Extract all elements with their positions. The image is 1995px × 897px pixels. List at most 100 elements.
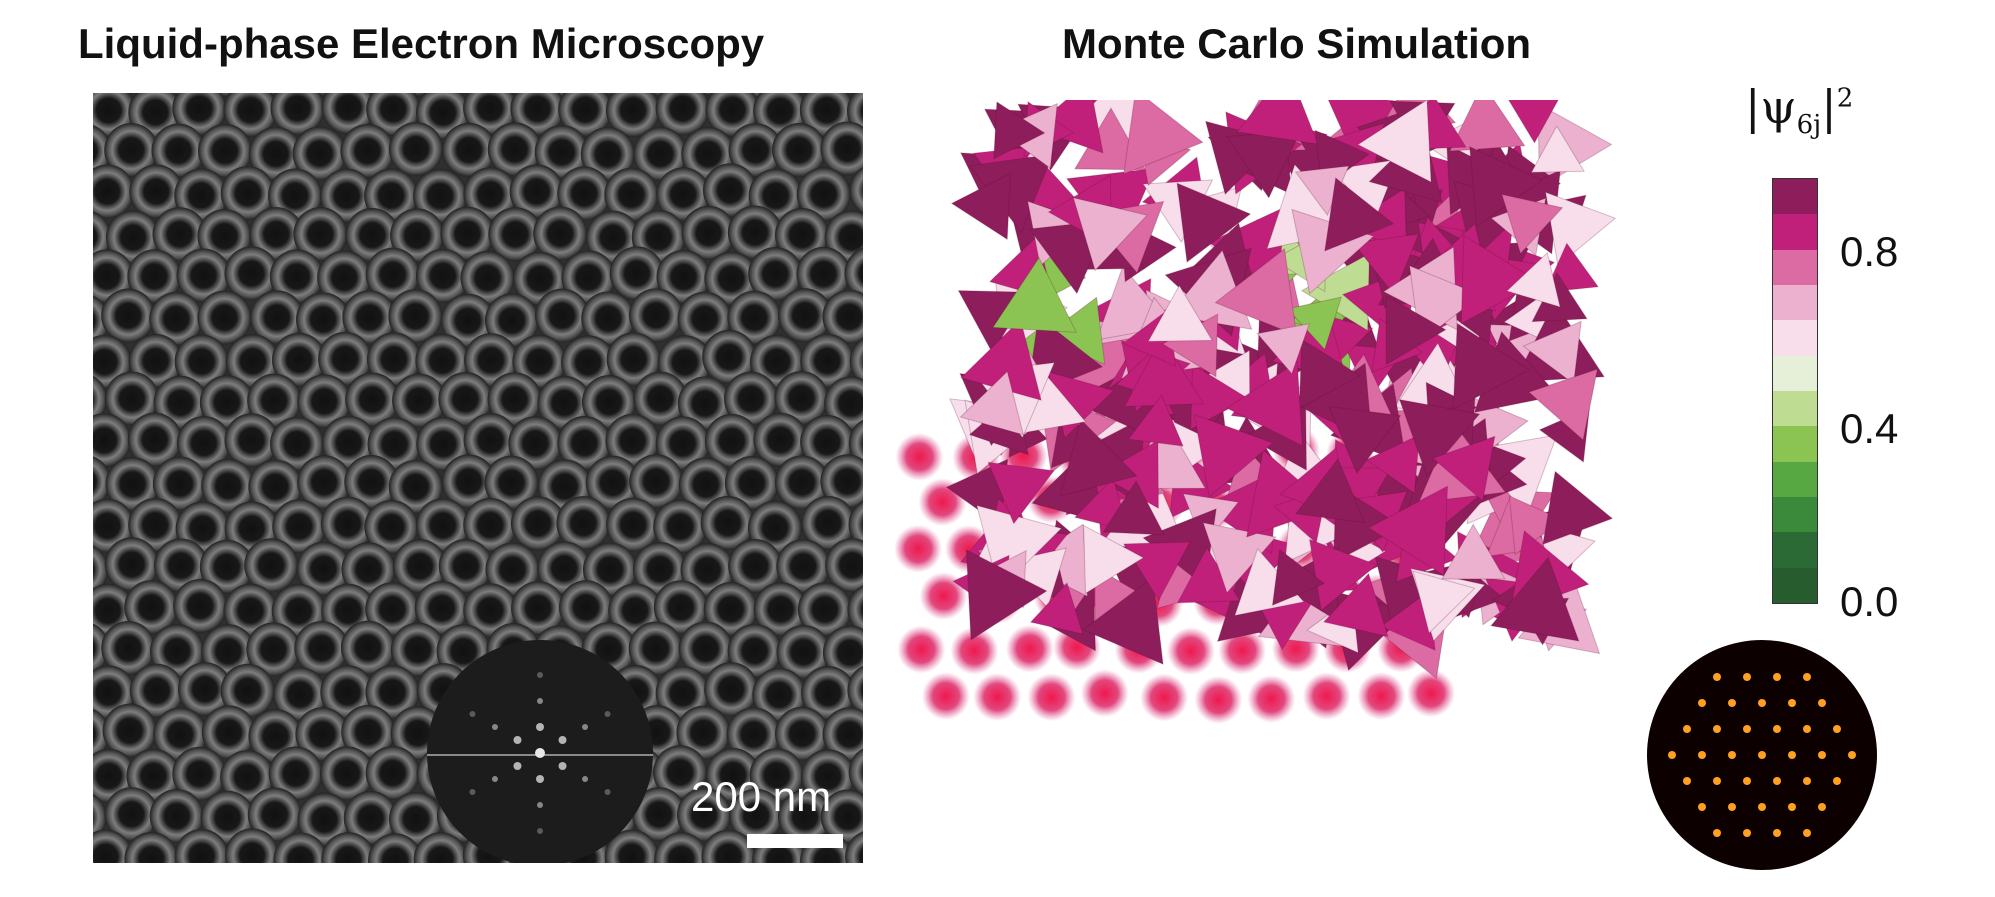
colorbar-swatch [1773,355,1817,391]
nanoparticle [441,454,496,509]
projected-particle [1166,627,1215,676]
nanoparticle [319,746,374,801]
nanoparticle [558,580,613,635]
nanoparticle [463,583,518,638]
nanoparticle [297,374,352,429]
diffraction-spot [1713,829,1721,837]
nanoparticle [774,455,829,510]
nanoparticle [93,793,107,841]
nanoparticle [822,625,863,680]
nanoparticle [297,455,352,510]
diffraction-spot [1668,751,1676,759]
diffraction-spot [1773,725,1781,733]
simulation-particles [895,100,1617,724]
nanoparticle [127,249,182,304]
nanoparticle [847,585,863,635]
nanoparticle [510,496,565,551]
nanoparticle [173,578,228,633]
nanoparticle [460,250,515,305]
nanoparticle [273,667,328,722]
nanoparticle [273,832,328,863]
nanoparticle [365,745,420,800]
tetrahedron [1029,582,1084,635]
monte-carlo-render [895,100,1755,880]
diffraction-spot [1788,699,1796,707]
diffraction-spot [1698,751,1706,759]
tetrahedron [1505,251,1561,308]
nanoparticle [292,126,347,181]
scale-bar [747,834,843,848]
nanoparticle [557,416,612,471]
nanoparticle [317,250,372,305]
diffraction-spot [1818,803,1826,811]
nanoparticle [93,375,108,424]
nanoparticle [248,459,303,514]
fft-spot [537,802,543,808]
fft-spot [469,711,476,717]
nanoparticle [820,454,863,509]
fft-spot [604,711,611,717]
nanoparticle [220,750,275,805]
nanoparticle [801,666,856,721]
nanoparticle [320,665,375,720]
nanoparticle [101,621,156,676]
nanoparticle [321,832,376,863]
diffraction-spot [1833,725,1841,733]
colorbar-swatch [1773,461,1817,497]
nanoparticle [365,582,420,637]
tetrahedron [1176,182,1252,263]
nanoparticle [557,166,612,221]
nanoparticle [441,122,496,177]
nanoparticle [93,545,109,595]
nanoparticle [801,749,856,804]
nanoparticle [225,334,280,389]
projected-particle [1005,624,1054,673]
diffraction-spot [1803,777,1811,785]
diffraction-spot [1758,699,1766,707]
nanoparticle [321,93,376,135]
colorbar-swatch [1773,390,1817,427]
nanoparticle [702,163,757,218]
nanoparticle [727,290,782,345]
nanoparticle [680,543,735,598]
nanoparticle [93,413,132,468]
nanoparticle [629,288,684,343]
diffraction-spot [1833,777,1841,785]
nanoparticle [825,538,863,593]
nanoparticle [102,703,157,758]
nanoparticle [628,621,683,676]
nanoparticle [748,247,803,302]
projected-particle [1302,672,1351,721]
nanoparticle [124,832,179,863]
nanoparticle [678,621,733,676]
nanoparticle [631,787,686,842]
tetrahedron [1226,360,1303,447]
fft-inset [427,640,653,863]
diffraction-spot [1773,777,1781,785]
nanoparticle [366,332,421,387]
nanoparticle [342,290,397,345]
nanoparticle [485,542,540,597]
nanoparticle [633,126,688,181]
nanoparticle [511,581,566,636]
nanoparticle [248,126,303,181]
fft-spot [582,776,589,782]
projected-particle [897,625,946,674]
diffraction-spot [1683,777,1691,785]
nanoparticle [93,125,112,177]
tetrahedron [1398,398,1481,477]
projected-particle [895,524,943,573]
nanoparticle [484,293,539,348]
nanoparticle [368,833,423,863]
nanoparticle [463,333,518,388]
nanoparticle [463,167,518,222]
nanoparticle [104,371,159,426]
diffraction-spot [1848,751,1856,759]
tetrahedron [1083,524,1145,595]
nanoparticle [197,290,252,345]
nanoparticle [341,704,396,759]
nanoparticle [463,498,518,553]
tetrahedron [1127,394,1184,447]
nanoparticle [220,663,275,718]
tetrahedron [1542,470,1614,546]
